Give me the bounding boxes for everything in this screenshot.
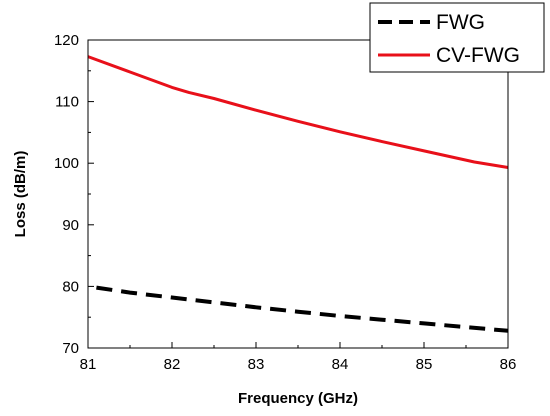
y-tick-label: 110: [55, 94, 79, 111]
x-axis-title: Frequency (GHz): [238, 390, 358, 407]
series-line-fwg: [96, 285, 509, 333]
legend: FWG CV-FWG: [369, 2, 545, 73]
y-tick-label: 100: [54, 155, 79, 172]
y-axis-title: Loss (dB/m): [12, 151, 29, 238]
x-tick-label: 84: [332, 356, 349, 373]
legend-label-cv-fwg: CV-FWG: [436, 44, 520, 67]
x-tick-label: 86: [500, 356, 517, 373]
y-tick-label: 80: [62, 278, 79, 295]
ticks-layer: 81 82 83 84 85 86 70 80 90 100 110 120: [54, 32, 516, 373]
y-tick-label: 70: [62, 340, 79, 357]
plot-frame: [87, 39, 509, 349]
series-line-cv-fwg: [87, 55, 509, 169]
x-tick-label: 85: [416, 356, 433, 373]
y-tick-label: 90: [62, 217, 79, 234]
x-tick-label: 81: [80, 356, 97, 373]
series-layer: [87, 55, 509, 333]
y-tick-label: 120: [54, 32, 79, 49]
x-tick-label: 83: [248, 356, 265, 373]
x-tick-label: 82: [164, 356, 181, 373]
legend-label-fwg: FWG: [436, 11, 485, 34]
legend-box: [369, 2, 545, 73]
